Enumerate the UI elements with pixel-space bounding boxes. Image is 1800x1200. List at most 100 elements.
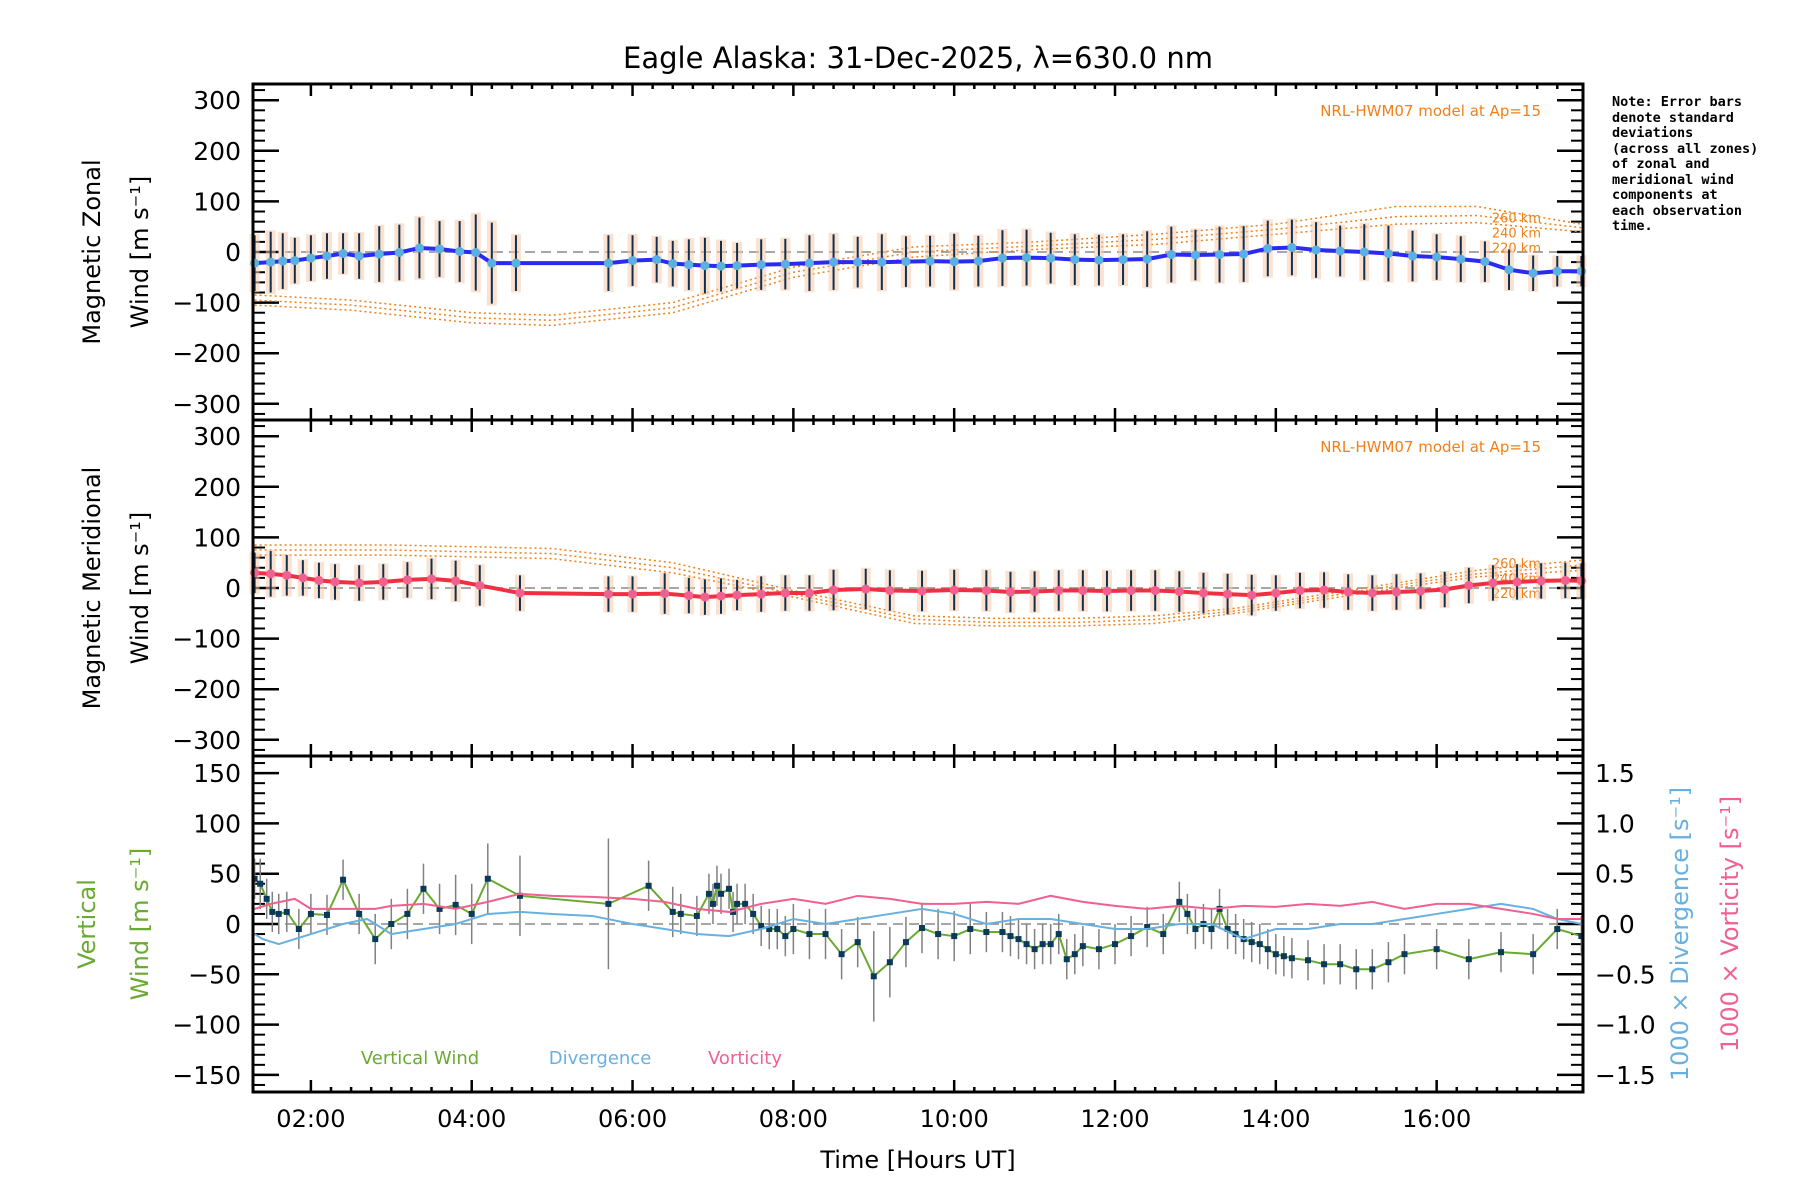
- vertical-wind-point: [713, 882, 720, 889]
- y-tick-label: 200: [193, 137, 241, 166]
- wind-point: [1215, 250, 1225, 260]
- wind-point: [628, 589, 638, 599]
- vertical-wind-point: [1128, 933, 1135, 940]
- vertical-wind-point: [452, 901, 459, 908]
- wind-point: [455, 246, 465, 256]
- wind-point: [1174, 587, 1184, 597]
- wind-point: [354, 251, 364, 261]
- wind-point: [1367, 588, 1377, 598]
- vertical-wind-point: [468, 910, 475, 917]
- wind-point: [282, 570, 292, 580]
- wind-point: [1456, 254, 1466, 264]
- wind-point: [917, 586, 927, 596]
- wind-point: [374, 249, 384, 259]
- vertical-wind-point: [356, 910, 363, 917]
- vertical-wind-point: [1369, 966, 1376, 973]
- wind-point: [660, 589, 670, 599]
- x-tick-label: 10:00: [920, 1105, 989, 1133]
- wind-point: [1319, 585, 1329, 595]
- wind-point: [451, 576, 461, 586]
- vertical-wind-point: [1337, 961, 1344, 968]
- vertical-wind-point: [750, 910, 757, 917]
- wind-point: [1343, 587, 1353, 597]
- vertical-wind-point: [1401, 951, 1408, 958]
- y-axis-unit-label: Wind [m s⁻¹]: [126, 512, 154, 664]
- wind-point: [1576, 576, 1586, 586]
- y-tick-label: −200: [172, 339, 241, 368]
- vertical-wind-point: [774, 926, 781, 933]
- wind-point: [756, 260, 766, 270]
- wind-point: [250, 568, 260, 578]
- vertical-wind-point: [1007, 933, 1014, 940]
- vertical-wind-point: [295, 926, 302, 933]
- model-curve-240km: [254, 549, 1582, 624]
- y2-tick-label: −1.5: [1595, 1061, 1656, 1090]
- y-tick-label: −100: [172, 289, 241, 318]
- x-tick-label: 14:00: [1241, 1105, 1310, 1133]
- vertical-wind-point: [967, 926, 974, 933]
- wind-point: [1070, 255, 1080, 265]
- vertical-wind-point: [886, 959, 893, 966]
- vertical-wind-point: [1554, 926, 1561, 933]
- vertical-wind-point: [1280, 953, 1287, 960]
- x-tick-label: 12:00: [1080, 1105, 1149, 1133]
- vertical-wind-point: [1465, 956, 1472, 963]
- vertical-wind-point: [1184, 910, 1191, 917]
- wind-point: [804, 588, 814, 598]
- wind-point: [1223, 589, 1233, 599]
- vertical-wind-point: [1015, 936, 1022, 943]
- vertical-wind-point: [1288, 955, 1295, 962]
- vertical-wind-point: [516, 892, 523, 899]
- wind-point: [684, 260, 694, 270]
- vertical-wind-point: [919, 925, 926, 932]
- vertical-wind-point: [251, 875, 258, 882]
- vertical-wind-point: [790, 926, 797, 933]
- vertical-wind-point: [854, 939, 861, 946]
- vertical-wind-point: [742, 900, 749, 907]
- model-curve-240km: [254, 214, 1582, 322]
- vertical-wind-point: [404, 910, 411, 917]
- wind-point: [1432, 252, 1442, 262]
- vertical-wind-point: [1578, 933, 1585, 940]
- wind-point: [853, 257, 863, 267]
- model-alt-label: 240 km: [1492, 227, 1541, 242]
- wind-point: [338, 249, 348, 259]
- x-axis-label: Time [Hours UT]: [819, 1146, 1015, 1174]
- vertical-wind-point: [1063, 956, 1070, 963]
- y-tick-label: −200: [172, 675, 241, 704]
- wind-point: [266, 257, 276, 267]
- vertical-wind-point: [1039, 941, 1046, 948]
- wind-point: [402, 575, 412, 585]
- vertical-wind-point: [806, 931, 813, 938]
- y2-tick-label: 0.0: [1595, 910, 1635, 939]
- vertical-wind-point: [307, 910, 314, 917]
- wind-point: [354, 578, 364, 588]
- vertical-wind-point: [269, 908, 276, 915]
- wind-point: [1311, 245, 1321, 255]
- panel-meridional: 300 200 100 0 −100 −200 −300 Magnetic Meridiona…: [78, 418, 1587, 758]
- wind-point: [716, 261, 726, 271]
- vertical-wind-point: [1047, 941, 1054, 948]
- vertical-wind-point: [902, 939, 909, 946]
- wind-point: [414, 243, 424, 253]
- y-tick-label: 0: [225, 574, 241, 603]
- wind-point: [861, 584, 871, 594]
- wind-point: [973, 256, 983, 266]
- wind-point: [668, 259, 678, 269]
- wind-point: [1118, 255, 1128, 265]
- vertical-wind-point: [340, 876, 347, 883]
- model-label: NRL-HWM07 model at Ap=15: [1320, 102, 1541, 120]
- vertical-wind-point: [1208, 926, 1215, 933]
- vertical-wind-point: [1160, 931, 1167, 938]
- wind-point: [322, 251, 332, 261]
- wind-point: [1512, 577, 1522, 587]
- wind-point: [1166, 250, 1176, 260]
- vertical-wind-point: [372, 936, 379, 943]
- wind-point: [1528, 268, 1538, 278]
- panel-frame: [251, 754, 1585, 1094]
- y-tick-label: 100: [193, 809, 241, 838]
- wind-point: [700, 261, 710, 271]
- vertical-wind-point: [1095, 946, 1102, 953]
- wind-point: [1552, 266, 1562, 276]
